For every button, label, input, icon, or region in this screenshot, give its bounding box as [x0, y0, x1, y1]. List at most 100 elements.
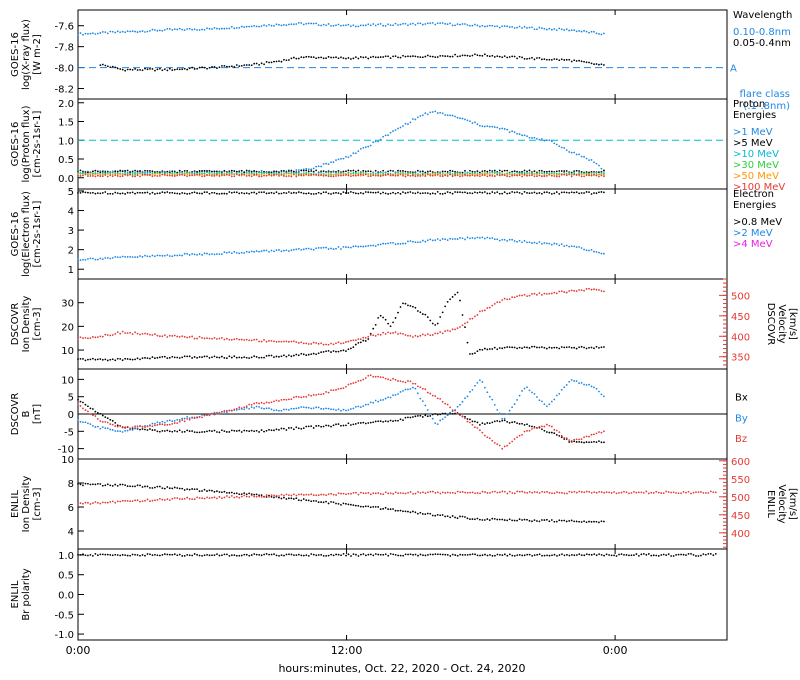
data-point	[126, 30, 129, 33]
data-point	[369, 493, 372, 496]
data-point	[320, 192, 323, 195]
data-point	[181, 171, 184, 174]
data-point	[585, 521, 588, 524]
legend-entry: >1 MeV	[733, 127, 773, 138]
data-point	[486, 125, 489, 127]
data-point	[350, 492, 352, 495]
data-point	[652, 492, 655, 494]
data-point	[533, 173, 536, 176]
data-point	[424, 513, 427, 516]
data-point	[79, 172, 82, 175]
data-point	[392, 191, 394, 194]
data-point	[240, 495, 243, 498]
data-point	[233, 408, 236, 411]
data-point	[171, 255, 174, 258]
data-point	[146, 171, 149, 174]
data-point	[332, 161, 335, 164]
data-point	[690, 492, 692, 495]
data-point	[188, 67, 191, 70]
legend-entry: >4 MeV	[733, 239, 773, 250]
data-point	[270, 494, 273, 497]
data-point	[220, 192, 223, 195]
data-point	[555, 175, 558, 178]
data-point	[419, 192, 422, 195]
data-point	[96, 174, 99, 177]
data-point	[399, 492, 402, 494]
data-point	[511, 296, 514, 299]
data-point	[285, 24, 288, 27]
data-point	[441, 193, 444, 195]
data-point	[359, 147, 362, 150]
data-point	[652, 554, 655, 557]
data-point	[77, 403, 79, 405]
data-point	[600, 33, 603, 36]
data-point	[178, 357, 181, 359]
data-point	[220, 174, 223, 176]
data-point	[325, 500, 327, 503]
data-point	[111, 500, 114, 503]
data-point	[508, 175, 511, 178]
data-point	[431, 192, 434, 195]
data-point	[206, 27, 208, 30]
data-point	[540, 519, 543, 521]
data-point	[546, 490, 548, 493]
data-point	[483, 169, 486, 172]
data-point	[479, 492, 481, 495]
data-point	[245, 429, 248, 432]
data-point	[146, 553, 149, 555]
data-point	[377, 316, 380, 319]
data-point	[134, 485, 136, 488]
data-point	[478, 175, 481, 178]
data-point	[191, 28, 194, 31]
data-point	[228, 170, 231, 173]
data-point	[585, 171, 588, 173]
data-point	[144, 332, 146, 335]
data-point	[94, 175, 97, 178]
data-point	[99, 175, 102, 178]
data-point	[238, 406, 241, 409]
data-point	[513, 346, 516, 349]
data-point	[513, 191, 516, 194]
data-point	[377, 420, 380, 423]
data-point	[550, 192, 553, 195]
data-point	[87, 358, 89, 361]
data-point	[650, 491, 653, 494]
data-point	[158, 423, 161, 426]
data-point	[531, 491, 534, 494]
data-point	[111, 334, 114, 336]
data-point	[469, 317, 471, 320]
data-point	[111, 484, 114, 487]
data-point	[216, 431, 218, 433]
data-point	[620, 553, 623, 556]
data-point	[265, 407, 268, 410]
data-point	[444, 170, 447, 173]
data-point	[119, 425, 122, 427]
data-point	[141, 69, 144, 72]
data-point	[79, 405, 82, 407]
data-point	[540, 428, 543, 431]
data-point	[136, 31, 139, 33]
data-point	[253, 170, 256, 173]
data-point	[563, 554, 566, 557]
data-point	[595, 432, 598, 435]
data-point	[297, 191, 300, 193]
data-point	[538, 553, 541, 556]
data-point	[124, 426, 127, 429]
data-point	[283, 340, 285, 343]
data-point	[315, 247, 318, 250]
data-point	[166, 498, 169, 501]
data-point	[493, 192, 496, 194]
legend-entry: 0.05-0.4nm	[733, 38, 791, 49]
data-point	[295, 353, 298, 356]
data-point	[297, 171, 300, 174]
data-point	[198, 497, 201, 499]
data-point	[387, 242, 389, 245]
data-point	[558, 244, 561, 247]
data-point	[245, 175, 248, 177]
data-point	[297, 247, 300, 250]
data-point	[478, 191, 481, 194]
data-point	[84, 409, 87, 411]
data-point	[675, 553, 678, 556]
data-point	[568, 58, 571, 61]
data-point	[332, 171, 335, 174]
